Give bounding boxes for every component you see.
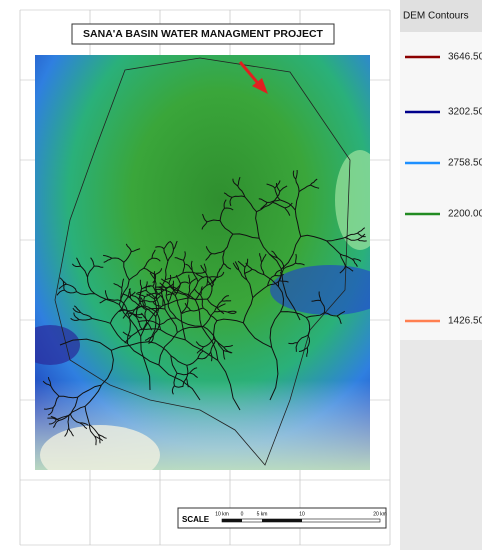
map-view: SANA'A BASIN WATER MANAGMENT PROJECT SCA… <box>0 0 482 550</box>
river <box>134 314 143 315</box>
scale-mark: 10 km <box>215 511 229 517</box>
scale-bar-seg <box>222 519 242 522</box>
legend-label: 3646.50 <box>448 52 482 63</box>
scale-mark: 20 km <box>373 511 387 517</box>
legend-label: 1426.50 <box>448 316 482 327</box>
map-title: SANA'A BASIN WATER MANAGMENT PROJECT <box>83 28 324 40</box>
scale-mark: 5 km <box>257 511 268 517</box>
legend-label: 3202.50 <box>448 107 482 118</box>
legend-title: DEM Contours <box>403 11 469 22</box>
scale-box <box>178 508 386 528</box>
scale-mark: 10 <box>299 511 305 517</box>
legend-label: 2758.50 <box>448 158 482 169</box>
scale-bar-seg <box>262 519 302 522</box>
scale-mark: 0 <box>241 511 244 517</box>
scale-label: SCALE <box>182 515 210 524</box>
page: SANA'A BASIN WATER MANAGMENT PROJECT SCA… <box>0 0 482 550</box>
legend-label: 2200.00 <box>448 209 482 220</box>
